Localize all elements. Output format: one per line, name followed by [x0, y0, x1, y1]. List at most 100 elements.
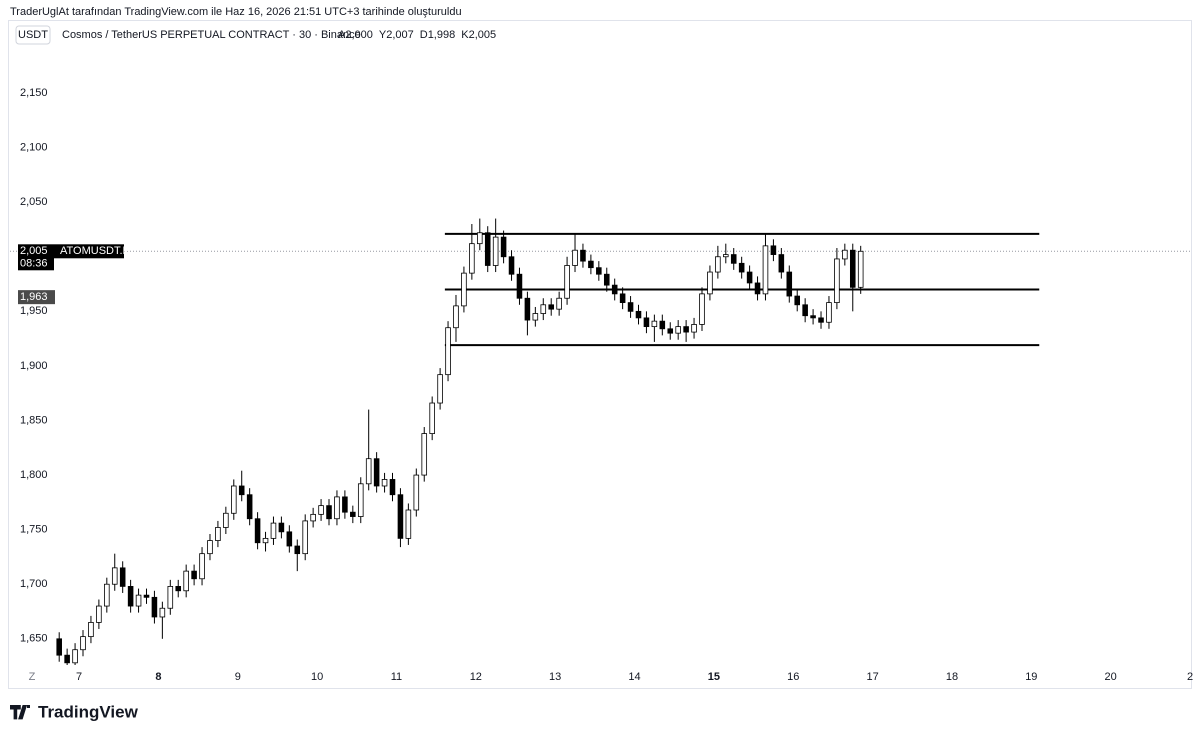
- candle-body: [461, 272, 467, 307]
- y-tick-label: 1,650: [20, 633, 48, 645]
- x-tick-label: 17: [866, 671, 878, 683]
- candle-body: [342, 496, 348, 513]
- y-tick-label: 1,700: [20, 578, 48, 590]
- x-tick-label: 8: [155, 671, 161, 683]
- candle-body: [143, 594, 150, 598]
- timezone-label: Z: [29, 671, 36, 683]
- candle-body: [564, 265, 570, 299]
- candle-body: [588, 260, 594, 269]
- candle-body: [651, 320, 658, 328]
- candle-body: [540, 304, 547, 314]
- ohlc-label: K2,005: [461, 29, 496, 41]
- logo: [10, 705, 30, 720]
- candle-body: [119, 567, 126, 587]
- candle-body: [175, 586, 182, 592]
- ohlc-label: D1,998: [420, 29, 455, 41]
- candle-body: [810, 315, 816, 319]
- candle-body: [453, 305, 459, 329]
- candle-body: [627, 302, 634, 312]
- x-tick-label: 2: [1187, 671, 1193, 683]
- x-tick-label: 14: [628, 671, 640, 683]
- candle-body: [357, 483, 364, 517]
- candle-body: [516, 273, 523, 299]
- candle-body: [691, 324, 697, 333]
- brand: TradingView: [38, 702, 139, 721]
- x-tick-label: 10: [311, 671, 323, 683]
- x-tick-label: 13: [549, 671, 561, 683]
- candle-body: [786, 271, 793, 297]
- currency-box: [15, 25, 51, 45]
- last-price-label: 2,005: [20, 245, 48, 257]
- candle-body: [683, 326, 689, 333]
- candle-body: [421, 433, 428, 476]
- x-tick-label: 19: [1025, 671, 1037, 683]
- candle-body: [818, 317, 824, 323]
- marker-price-label: 1,963: [20, 291, 48, 303]
- candle-body: [373, 458, 380, 487]
- candle-body: [231, 485, 237, 514]
- candle-body: [215, 527, 221, 541]
- candle-body: [484, 232, 491, 266]
- candle-body: [619, 293, 626, 304]
- x-tick-label: 18: [946, 671, 958, 683]
- candle-body: [334, 496, 340, 520]
- candle-body: [72, 649, 78, 664]
- last-price-box: [18, 244, 124, 259]
- x-tick-label: 7: [76, 671, 82, 683]
- y-tick-label: 1,750: [20, 524, 48, 536]
- candle-body: [397, 494, 404, 539]
- candle-body: [270, 522, 277, 539]
- y-tick-label: 1,950: [20, 305, 48, 317]
- candle-body: [723, 254, 729, 258]
- candle-body: [167, 586, 174, 609]
- candle-body: [104, 583, 110, 607]
- candle-body: [532, 313, 539, 321]
- candle-body: [770, 245, 777, 255]
- candle-body: [278, 522, 285, 533]
- candle-body: [310, 513, 316, 522]
- header-text: TraderUglAt tarafından TradingView.com i…: [10, 6, 462, 18]
- candle-body: [659, 320, 666, 330]
- candle-body: [572, 249, 578, 266]
- candle-body: [802, 304, 808, 317]
- candle-body: [762, 245, 769, 295]
- countdown-box: [18, 257, 54, 271]
- candle-body: [381, 479, 388, 487]
- candle-body: [469, 243, 475, 274]
- candle-body: [88, 622, 94, 638]
- candle-body: [350, 511, 356, 517]
- candle-body: [834, 258, 840, 304]
- candle-body: [746, 271, 753, 284]
- candle-body: [445, 327, 451, 376]
- plot-area: [10, 218, 1192, 665]
- candle-body: [477, 232, 483, 245]
- candle-body: [857, 250, 864, 288]
- candle-body: [524, 297, 531, 321]
- candle-body: [675, 326, 681, 334]
- ohlc-label: Y2,007: [379, 29, 414, 41]
- candle-body: [64, 654, 70, 664]
- candle-body: [794, 295, 800, 306]
- candle-body: [556, 297, 562, 310]
- y-tick-label: 2,050: [20, 196, 48, 208]
- candle-body: [842, 249, 848, 260]
- candle-body: [127, 586, 134, 607]
- candle-body: [437, 374, 443, 404]
- x-tick-label: 20: [1105, 671, 1117, 683]
- symbol-label: ATOMUSDT.P: [60, 245, 130, 257]
- chart-frame: [8, 20, 1192, 689]
- candle-body: [294, 545, 301, 555]
- x-tick-label: 11: [391, 671, 402, 683]
- candle-body: [191, 570, 197, 580]
- candle-body: [707, 271, 713, 295]
- candle-body: [429, 402, 435, 434]
- candle-body: [643, 317, 650, 328]
- candle-body: [286, 531, 293, 547]
- candle-body: [207, 540, 213, 555]
- candle-body: [730, 254, 737, 264]
- candle-body: [738, 262, 745, 273]
- chart-title: Cosmos / TetherUS PERPETUAL CONTRACT · 3…: [62, 29, 361, 41]
- candle-body: [754, 282, 761, 295]
- candle-body: [56, 638, 62, 656]
- candle-body: [580, 249, 586, 262]
